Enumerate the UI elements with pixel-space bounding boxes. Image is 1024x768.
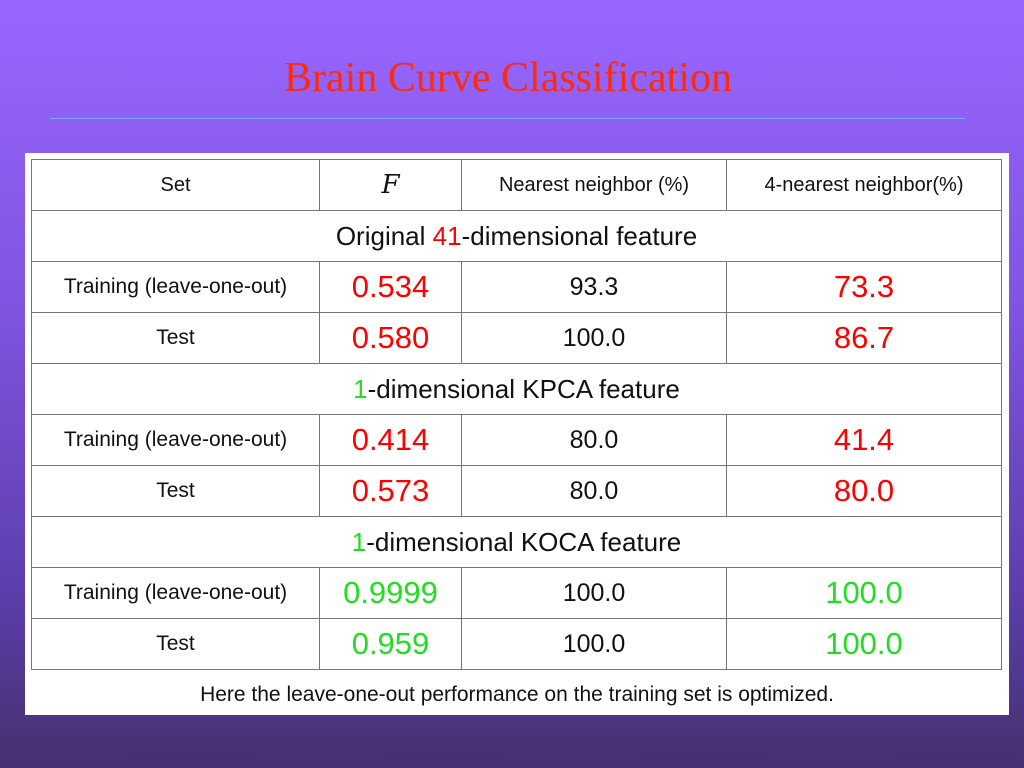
row-f-value: 0.580: [319, 312, 462, 364]
row-nn-value: 80.0: [461, 465, 727, 517]
header-nearest-neighbor: Nearest neighbor (%): [461, 159, 727, 211]
section-heading-kpca: 1-dimensional KPCA feature: [31, 363, 1002, 415]
section-heading-prefix: Original: [335, 220, 433, 251]
table-row: Training (leave-one-out) 0.534 93.3 73.3: [31, 261, 1002, 313]
header-set: Set: [31, 159, 320, 211]
row-knn-value: 86.7: [726, 312, 1002, 364]
header-f: F: [319, 159, 462, 211]
title-divider: [50, 118, 965, 119]
section-heading-suffix: -dimensional KPCA feature: [367, 373, 680, 404]
row-set: Test: [31, 618, 320, 670]
section-row: 1-dimensional KOCA feature: [31, 516, 1002, 568]
row-knn-value: 41.4: [726, 414, 1002, 466]
table-footnote: Here the leave-one-out performance on th…: [200, 683, 834, 706]
row-knn-value: 73.3: [726, 261, 1002, 313]
results-table: Set F Nearest neighbor (%) 4-nearest nei…: [31, 159, 1002, 670]
section-heading-number: 1: [351, 526, 367, 557]
table-row: Test 0.573 80.0 80.0: [31, 465, 1002, 517]
section-heading-suffix: -dimensional feature: [461, 220, 698, 251]
row-set: Training (leave-one-out): [31, 567, 320, 619]
results-panel: Set F Nearest neighbor (%) 4-nearest nei…: [25, 153, 1009, 715]
row-knn-value: 80.0: [726, 465, 1002, 517]
row-f-value: 0.573: [319, 465, 462, 517]
table-row: Test 0.959 100.0 100.0: [31, 618, 1002, 670]
row-set: Training (leave-one-out): [31, 414, 320, 466]
section-heading-suffix: -dimensional KOCA feature: [366, 526, 682, 557]
row-set: Test: [31, 465, 320, 517]
row-nn-value: 93.3: [461, 261, 727, 313]
table-row: Training (leave-one-out) 0.9999 100.0 10…: [31, 567, 1002, 619]
section-heading-original: Original 41-dimensional feature: [31, 210, 1002, 262]
table-row: Test 0.580 100.0 86.7: [31, 312, 1002, 364]
row-f-value: 0.959: [319, 618, 462, 670]
row-nn-value: 80.0: [461, 414, 727, 466]
row-set: Training (leave-one-out): [31, 261, 320, 313]
section-heading-number: 41: [432, 220, 462, 251]
table-header-row: Set F Nearest neighbor (%) 4-nearest nei…: [31, 159, 1002, 211]
section-row: Original 41-dimensional feature: [31, 210, 1002, 262]
section-heading-number: 1: [353, 373, 368, 404]
row-f-value: 0.414: [319, 414, 462, 466]
row-nn-value: 100.0: [461, 567, 727, 619]
row-knn-value: 100.0: [726, 618, 1002, 670]
header-4-nearest-neighbor: 4-nearest neighbor(%): [726, 159, 1002, 211]
section-row: 1-dimensional KPCA feature: [31, 363, 1002, 415]
section-heading-koca: 1-dimensional KOCA feature: [31, 516, 1002, 568]
row-f-value: 0.534: [319, 261, 462, 313]
row-nn-value: 100.0: [461, 618, 727, 670]
row-knn-value: 100.0: [726, 567, 1002, 619]
row-f-value: 0.9999: [319, 567, 462, 619]
row-set: Test: [31, 312, 320, 364]
table-row: Training (leave-one-out) 0.414 80.0 41.4: [31, 414, 1002, 466]
row-nn-value: 100.0: [461, 312, 727, 364]
slide-title: Brain Curve Classification: [284, 55, 732, 101]
